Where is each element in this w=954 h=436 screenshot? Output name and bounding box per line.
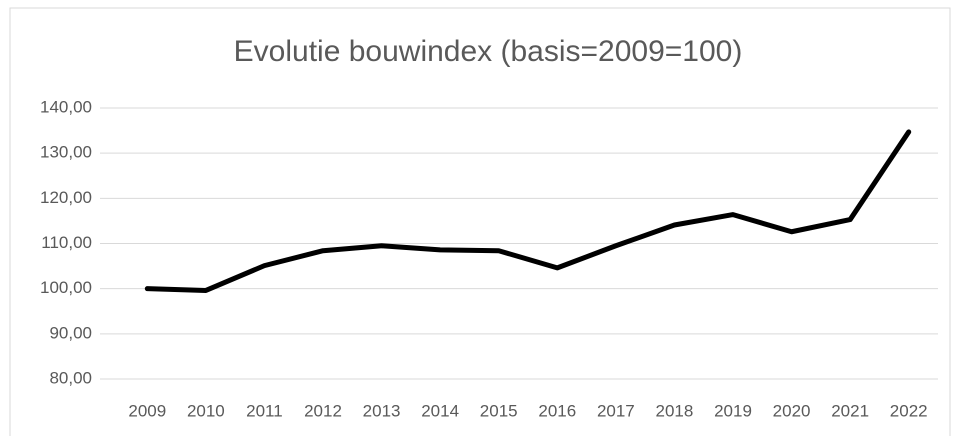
y-tick-label: 130,00 — [40, 143, 92, 162]
x-tick-label: 2015 — [480, 401, 518, 420]
y-tick-label: 120,00 — [40, 188, 92, 207]
chart-title: Evolutie bouwindex (basis=2009=100) — [234, 35, 743, 68]
series-line — [144, 129, 912, 293]
x-tick-label: 2017 — [597, 401, 635, 420]
x-tick-label: 2022 — [890, 401, 928, 420]
chart-border — [9, 7, 951, 436]
x-tick-label: 2020 — [773, 401, 811, 420]
y-tick-label: 140,00 — [40, 97, 92, 116]
x-tick-label: 2010 — [187, 401, 225, 420]
x-tick-label: 2016 — [538, 401, 576, 420]
x-tick-label: 2018 — [656, 401, 694, 420]
x-tick-label: 2021 — [831, 401, 869, 420]
x-tick-label: 2011 — [246, 401, 283, 420]
y-tick-label: 100,00 — [40, 278, 92, 297]
y-tick-label: 90,00 — [49, 323, 92, 342]
x-tick-label: 2012 — [304, 401, 342, 420]
y-tick-label: 80,00 — [49, 368, 92, 387]
x-tick-label: 2019 — [714, 401, 752, 420]
x-tick-label: 2009 — [128, 401, 166, 420]
x-tick-label: 2013 — [363, 401, 401, 420]
y-tick-label: 110,00 — [41, 233, 92, 252]
x-tick-label: 2014 — [421, 401, 459, 420]
